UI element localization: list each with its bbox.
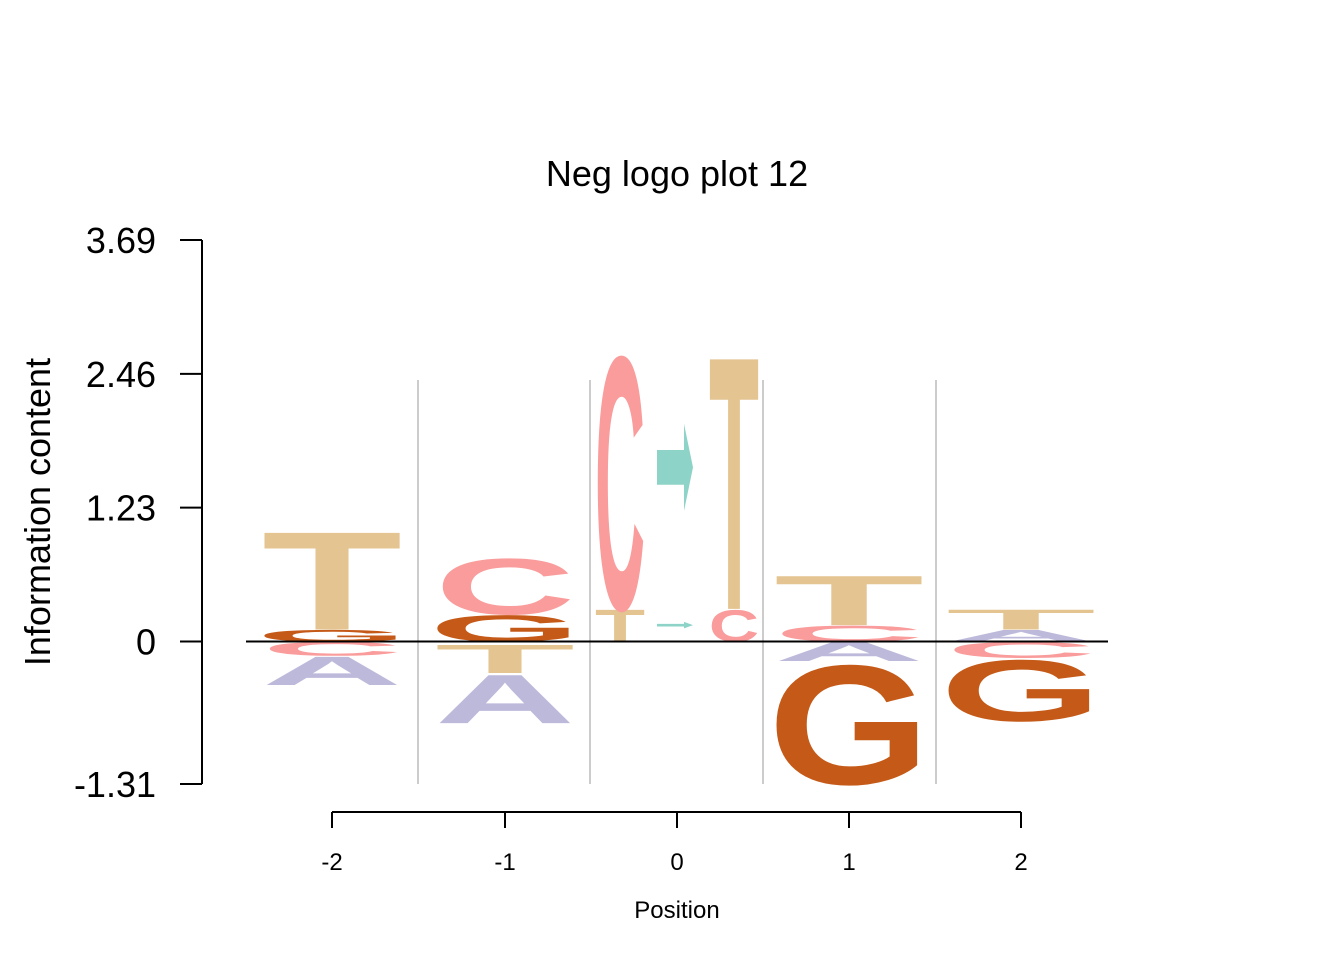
logo-letter-c-posm2: C (262, 638, 402, 660)
y-tick-label: 3.69 (86, 220, 156, 261)
logo-letter-g-pos2: G (940, 641, 1102, 739)
logo-letter-c-posm2-glyph: C (262, 638, 402, 660)
logo-letter-c-posm1: C (435, 542, 575, 632)
x-tick-label: -1 (494, 849, 515, 876)
logo-letter-t-posm1: T (435, 636, 575, 682)
logo-letter-g-posm1: G (429, 607, 580, 649)
logo-letter-g-posm1-glyph: G (429, 607, 580, 649)
logo-letter-t-posm2-glyph: T (262, 503, 402, 660)
x-axis-label: Position (634, 897, 719, 924)
x-tick-label: 1 (842, 849, 855, 876)
logo-letter-a-posm2-glyph: A (262, 648, 402, 694)
logo-letter-arrow-pos0 (657, 423, 693, 511)
y-tick-label: 0 (136, 621, 156, 662)
logo-letter-t-pos0-glyph: T (595, 601, 645, 652)
logo-letter-t-pos0: T (595, 601, 645, 652)
logo-letter-g-pos1-glyph: G (768, 631, 930, 821)
x-tick-label: 2 (1014, 849, 1027, 876)
logo-letter-a-posm1-glyph: A (435, 660, 575, 738)
logo-letter-t-pos1: T (774, 561, 924, 640)
logo-letter-c-pos0: C (709, 601, 759, 651)
logo-letter-g-pos2-glyph: G (940, 641, 1102, 739)
logo-letter-a-posm1: A (435, 660, 575, 738)
logo-letter-c-pos0: C (595, 282, 645, 686)
logo-letter-t-pos0: T (709, 281, 759, 687)
logo-letter-a-pos2-glyph: A (946, 627, 1096, 646)
logo-letter-c-pos0-glyph: C (709, 601, 759, 651)
logo-letter-t-pos1-glyph: T (774, 561, 924, 640)
logo-letter-t-posm1-glyph: T (435, 636, 575, 682)
logo-letter-t-pos0-glyph: T (709, 281, 759, 687)
y-tick-label: -1.31 (74, 764, 156, 805)
logo-letter-t-pos2: T (946, 604, 1096, 636)
logo-letter-g-pos1: G (768, 631, 930, 821)
y-tick-label: 1.23 (86, 488, 156, 529)
y-axis-label: Information content (17, 358, 58, 666)
logo-letter-t-pos2-glyph: T (946, 604, 1096, 636)
x-tick-label: -2 (321, 849, 342, 876)
logo-letter-c-pos0-glyph: C (595, 282, 645, 686)
logo-letter-a-posm2: A (262, 648, 402, 694)
x-tick-label: 0 (670, 849, 683, 876)
logo-letter-g-posm2: G (256, 627, 407, 646)
logo-letter-c-posm1-glyph: C (435, 542, 575, 632)
chart-title: Neg logo plot 12 (546, 153, 808, 194)
logo-letter-g-posm2-glyph: G (256, 627, 407, 646)
logo-letter-a-pos2: A (946, 627, 1096, 646)
logo-letter-t-posm2: T (262, 503, 402, 660)
logo-letter-arrow-pos0 (657, 621, 693, 629)
y-tick-label: 2.46 (86, 354, 156, 395)
